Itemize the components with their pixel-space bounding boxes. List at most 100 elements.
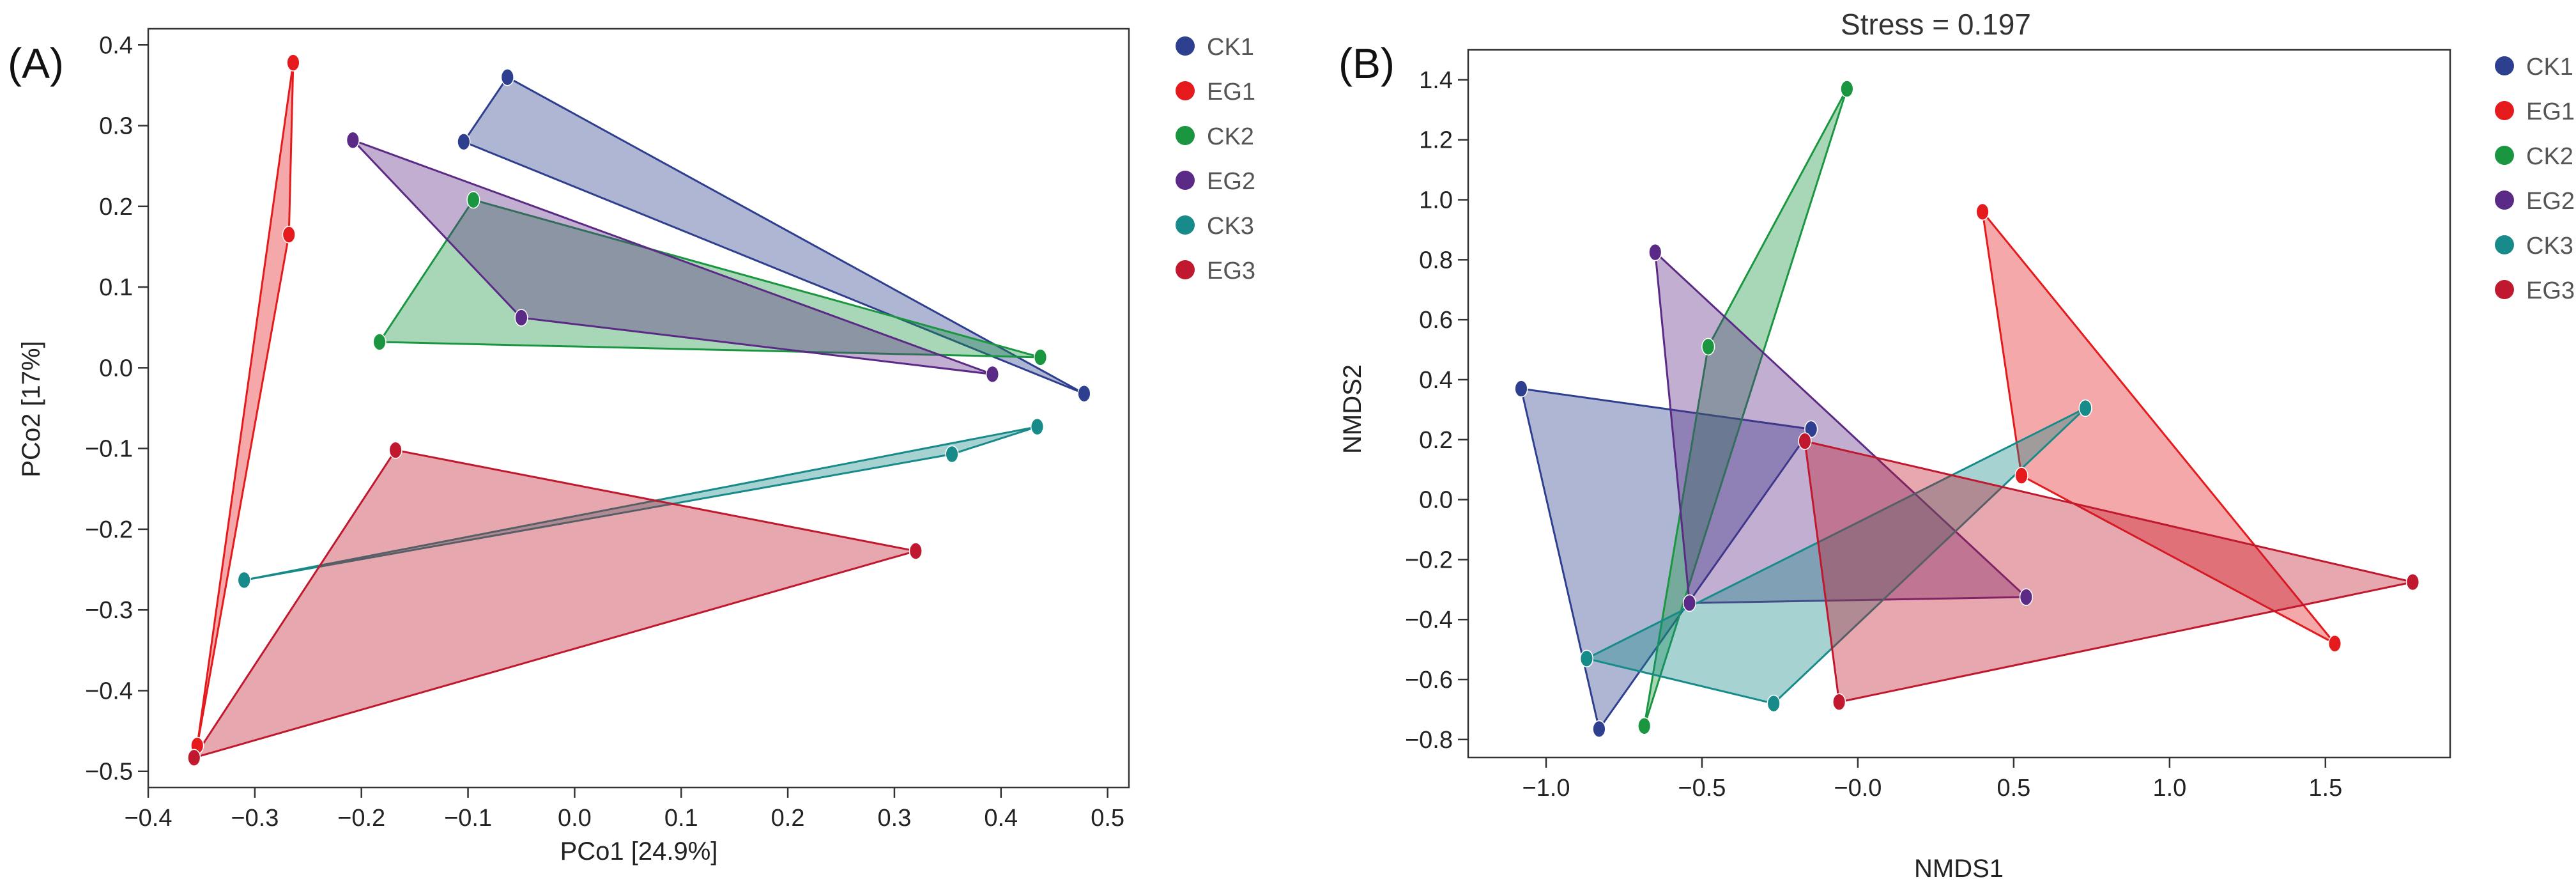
- x-tick-label: 0.5: [1091, 805, 1124, 832]
- legend-label-ck1: CK1: [2526, 54, 2573, 81]
- y-tick-label: 0.4: [1419, 367, 1453, 394]
- legend: CK1 EG1 CK2 EG2 CK3 EG3: [1176, 34, 1255, 284]
- legend-marker-eg2: [1176, 171, 1195, 190]
- x-axis-label: PCo1 [24.9%]: [560, 837, 718, 866]
- y-tick-label: −0.4: [1405, 607, 1453, 633]
- chart-title: Stress = 0.197: [1841, 8, 2031, 41]
- data-point-eg1: [1976, 203, 1989, 220]
- data-point-ck1: [501, 69, 514, 86]
- legend-label-eg2: EG2: [1207, 168, 1255, 195]
- legend-marker-eg1: [1176, 81, 1195, 100]
- data-point-ck2: [467, 192, 480, 208]
- data-point-eg3: [2407, 574, 2419, 591]
- data-point-ck3: [1767, 695, 1780, 712]
- legend-marker-eg3: [1176, 260, 1195, 279]
- y-tick-label: −0.6: [1405, 667, 1453, 694]
- data-point-eg2: [986, 366, 999, 383]
- y-tick-label: 0.6: [1419, 307, 1453, 334]
- data-point-ck2: [1702, 338, 1715, 355]
- y-tick-label: 0.2: [99, 194, 133, 221]
- data-point-eg3: [389, 442, 402, 458]
- legend-label-ck2: CK2: [1207, 123, 1254, 150]
- y-axis-label: NMDS2: [1338, 364, 1367, 454]
- data-point-ck1: [1593, 720, 1606, 737]
- x-tick-label: −0.4: [124, 805, 172, 832]
- panel-label: (A): [8, 40, 64, 87]
- legend-marker-ck2: [1176, 126, 1195, 145]
- legend-label-ck2: CK2: [2526, 143, 2573, 170]
- legend-label-eg3: EG3: [2526, 277, 2575, 304]
- y-tick-label: −0.2: [85, 516, 133, 543]
- y-tick-label: 0.1: [99, 274, 133, 301]
- y-axis-label: PCo2 [17%]: [17, 341, 45, 477]
- legend: CK1 EG1 CK2 EG2 CK3 EG3: [2495, 54, 2575, 304]
- y-tick-label: −0.2: [1405, 547, 1453, 573]
- legend-label-ck1: CK1: [1207, 34, 1254, 61]
- x-tick-label: 0.3: [878, 805, 912, 832]
- y-tick-label: 0.0: [99, 355, 133, 382]
- legend-marker-ck3: [1176, 215, 1195, 235]
- figure: −0.4 −0.3 −0.2 −0.1 0.0 0.1 0.2 0.3 0.4 0.5 0.4 0.3…: [0, 0, 2576, 893]
- data-point-eg1: [2015, 467, 2028, 484]
- legend-label-eg1: EG1: [2526, 98, 2575, 125]
- y-tick-label: 1.2: [1419, 127, 1453, 154]
- chart-panel-1: −1.0 −0.5 −0.0 0.5 1.0 1.51.41.21.00.80.60.40…: [1338, 8, 2575, 883]
- data-point-ck1: [1078, 385, 1091, 402]
- x-tick-label: −0.5: [1678, 775, 1726, 802]
- data-point-ck3: [2079, 400, 2092, 417]
- legend-marker-ck1: [2495, 56, 2514, 75]
- y-tick-label: −0.4: [85, 678, 133, 704]
- data-point-eg2: [347, 132, 360, 148]
- x-tick-label: 0.2: [771, 805, 805, 832]
- y-tick-label: −0.1: [85, 436, 133, 463]
- legend-label-ck3: CK3: [2526, 233, 2573, 260]
- data-point-eg3: [1833, 694, 1846, 710]
- data-point-ck2: [1841, 81, 1853, 97]
- x-tick-label: 0.4: [984, 805, 1018, 832]
- data-point-eg1: [2329, 635, 2342, 652]
- legend-marker-eg1: [2495, 101, 2514, 120]
- x-tick-label: 0.1: [664, 805, 698, 832]
- x-tick-label: 1.0: [2152, 775, 2186, 802]
- data-point-eg3: [1798, 433, 1811, 449]
- data-point-eg1: [287, 54, 300, 71]
- data-point-ck3: [1581, 650, 1593, 667]
- x-axis-label: NMDS1: [1914, 855, 2004, 883]
- y-tick-label: −0.3: [85, 597, 133, 624]
- legend-label-eg1: EG1: [1207, 79, 1255, 105]
- y-tick-label: 1.4: [1419, 67, 1453, 94]
- x-tick-label: −0.1: [444, 805, 492, 832]
- data-point-ck1: [457, 134, 470, 150]
- legend-marker-eg2: [2495, 190, 2514, 210]
- data-point-ck1: [1515, 380, 1528, 397]
- x-tick-label: −0.0: [1834, 775, 1882, 802]
- data-point-ck3: [238, 572, 250, 589]
- data-point-ck2: [1638, 718, 1651, 734]
- y-tick-label: 0.0: [1419, 487, 1453, 514]
- chart-panel-0: −0.4 −0.3 −0.2 −0.1 0.0 0.1 0.2 0.3 0.4 0.50.40.3…: [8, 29, 1255, 866]
- x-tick-label: 0.0: [558, 805, 592, 832]
- legend-label-eg2: EG2: [2526, 188, 2575, 215]
- y-tick-label: 0.2: [1419, 427, 1453, 454]
- legend-marker-ck2: [2495, 146, 2514, 165]
- y-tick-label: 0.8: [1419, 247, 1453, 274]
- x-tick-label: −1.0: [1522, 775, 1570, 802]
- data-point-eg3: [188, 749, 201, 766]
- x-tick-label: 0.5: [1997, 775, 2030, 802]
- data-point-eg1: [282, 226, 295, 243]
- data-point-ck3: [1031, 419, 1044, 435]
- y-tick-label: −0.8: [1405, 727, 1453, 754]
- legend-marker-eg3: [2495, 280, 2514, 299]
- data-point-ck3: [946, 446, 958, 463]
- series-hull-eg3: [194, 450, 916, 757]
- data-point-eg3: [909, 543, 922, 559]
- legend-label-eg3: EG3: [1207, 258, 1255, 284]
- x-tick-label: −0.2: [337, 805, 385, 832]
- legend-marker-ck3: [2495, 235, 2514, 254]
- y-tick-label: −0.5: [85, 759, 133, 786]
- data-point-eg2: [515, 309, 528, 326]
- legend-label-ck3: CK3: [1207, 213, 1254, 240]
- y-tick-label: 0.3: [99, 113, 133, 140]
- data-point-ck2: [373, 334, 386, 350]
- panel-label: (B): [1338, 40, 1395, 87]
